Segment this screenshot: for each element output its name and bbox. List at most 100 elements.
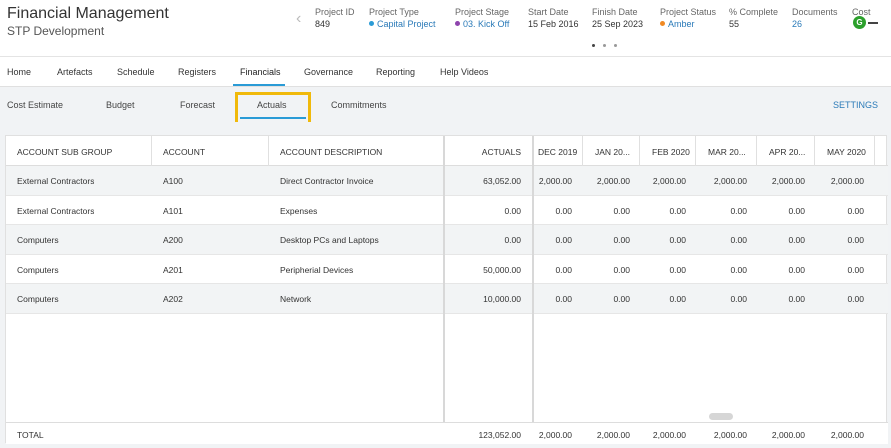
field-value[interactable]: Capital Project: [369, 18, 436, 30]
table-cell: 0.00: [613, 235, 630, 245]
field-value[interactable]: 03. Kick Off: [455, 18, 509, 30]
column-divider[interactable]: [814, 136, 815, 166]
table-cell: 0.00: [788, 294, 805, 304]
table-cell: A202: [163, 294, 183, 304]
table-header-row: ACCOUNT SUB GROUP ACCOUNT ACCOUNT DESCRI…: [6, 136, 888, 166]
table-cell: 0.00: [788, 264, 805, 275]
table-cell: A100: [163, 176, 183, 186]
table-cell: 0.00: [847, 264, 864, 275]
active-tab-indicator: [233, 84, 285, 86]
column-divider[interactable]: [582, 136, 583, 166]
table-row[interactable]: External Contractors A100 Direct Contrac…: [6, 166, 888, 196]
table-cell: 0.00: [504, 235, 521, 245]
documents-count-link[interactable]: 26: [792, 19, 803, 29]
field-label: Project Type: [369, 7, 419, 17]
column-header[interactable]: DEC 2019: [538, 147, 578, 157]
subtab-cost-estimate[interactable]: Cost Estimate: [7, 100, 64, 110]
column-header[interactable]: MAY 2020: [827, 147, 866, 157]
table-cell: 0.00: [847, 294, 864, 304]
nav-registers[interactable]: Registers: [178, 67, 217, 77]
table-row[interactable]: Computers A200 Desktop PCs and Laptops 0…: [6, 225, 888, 255]
documents-field: Documents 26: [792, 6, 838, 30]
field-value[interactable]: Amber: [660, 18, 716, 30]
total-label: TOTAL: [17, 430, 44, 440]
cost-field: Cost: [852, 6, 871, 18]
page-header: Financial Management STP Development ‹ P…: [0, 0, 891, 56]
table-cell: Direct Contractor Invoice: [280, 176, 374, 186]
nav-governance[interactable]: Governance: [304, 67, 354, 77]
nav-financials[interactable]: Financials: [240, 67, 281, 77]
header-pager[interactable]: [592, 34, 625, 52]
total-cell: 2,000.00: [713, 430, 747, 440]
table-cell: 0.00: [613, 294, 630, 304]
nav-help-videos[interactable]: Help Videos: [440, 67, 489, 77]
column-header[interactable]: ACCOUNT: [163, 147, 206, 157]
table-cell: 0.00: [669, 264, 686, 275]
app-title: Financial Management: [7, 5, 169, 22]
chevron-left-icon[interactable]: ‹: [296, 10, 302, 27]
nav-home[interactable]: Home: [7, 67, 32, 77]
table-row[interactable]: External Contractors A101 Expenses 0.00 …: [6, 196, 888, 225]
status-dot-icon: [455, 21, 460, 26]
column-header[interactable]: ACTUALS: [481, 147, 521, 157]
subtab-budget[interactable]: Budget: [106, 100, 135, 110]
field-value: 849: [315, 19, 331, 29]
column-header[interactable]: ACCOUNT SUB GROUP: [17, 147, 113, 157]
table-cell: 10,000.00: [483, 294, 521, 304]
column-header[interactable]: JAN 20...: [595, 147, 630, 157]
table-cell: Expenses: [280, 205, 318, 216]
field-label: % Complete: [729, 7, 779, 17]
column-divider[interactable]: [874, 136, 875, 166]
subtab-actuals[interactable]: Actuals: [257, 100, 287, 110]
settings-link[interactable]: SETTINGS: [832, 100, 878, 110]
table-row[interactable]: Computers A201 Peripherial Devices 50,00…: [6, 255, 888, 284]
table-row[interactable]: Computers A202 Network 10,000.00 0.00 0.…: [6, 284, 888, 314]
field-value: 15 Feb 2016: [528, 19, 579, 29]
column-header[interactable]: MAR 20...: [708, 147, 746, 157]
table-cell: Computers: [17, 294, 59, 304]
table-cell: 0.00: [504, 205, 521, 216]
table-cell: 0.00: [555, 294, 572, 304]
subtab-forecast[interactable]: Forecast: [180, 100, 216, 110]
subtab-commitments[interactable]: Commitments: [331, 100, 387, 110]
field-label: Project ID: [315, 7, 355, 17]
column-header[interactable]: FEB 2020: [652, 147, 690, 157]
pager-dot[interactable]: [603, 44, 606, 47]
table-cell: Peripherial Devices: [280, 264, 354, 275]
table-cell: 0.00: [788, 235, 805, 245]
table-cell: A200: [163, 235, 183, 245]
field-label: Start Date: [528, 7, 569, 17]
column-divider[interactable]: [268, 136, 269, 166]
pager-dot[interactable]: [592, 44, 595, 47]
nav-artefacts[interactable]: Artefacts: [57, 67, 93, 77]
frozen-column-divider: [443, 136, 445, 444]
sub-nav: Cost Estimate Budget Forecast Actuals Co…: [0, 86, 891, 128]
column-divider[interactable]: [756, 136, 757, 166]
column-divider[interactable]: [639, 136, 640, 166]
total-row: TOTAL 123,052.00 2,000.00 2,000.00 2,000…: [6, 422, 888, 444]
field-label: Documents: [792, 7, 838, 17]
column-header[interactable]: APR 20...: [769, 147, 806, 157]
column-divider[interactable]: [695, 136, 696, 166]
table-cell: Desktop PCs and Laptops: [280, 235, 379, 245]
table-cell: 0.00: [555, 205, 572, 216]
table-cell: 0.00: [669, 235, 686, 245]
horizontal-scrollbar[interactable]: [709, 413, 733, 420]
pager-dot[interactable]: [614, 44, 617, 47]
nav-schedule[interactable]: Schedule: [117, 67, 155, 77]
total-cell: 2,000.00: [652, 430, 686, 440]
table-cell: Computers: [17, 235, 59, 245]
table-cell: 0.00: [730, 294, 747, 304]
percent-complete-field: % Complete 55: [729, 6, 778, 30]
field-label: Finish Date: [592, 7, 638, 17]
column-header[interactable]: ACCOUNT DESCRIPTION: [280, 147, 383, 157]
table-cell: 0.00: [788, 205, 805, 216]
project-type-field: Project Type Capital Project: [369, 6, 436, 30]
total-cell: 2,000.00: [830, 430, 864, 440]
column-divider[interactable]: [151, 136, 152, 166]
nav-reporting[interactable]: Reporting: [376, 67, 416, 77]
start-date-field: Start Date 15 Feb 2016: [528, 6, 579, 30]
table-cell: 0.00: [847, 205, 864, 216]
main-nav: Home Artefacts Schedule Registers Financ…: [0, 56, 891, 86]
table-cell: A101: [163, 205, 183, 216]
